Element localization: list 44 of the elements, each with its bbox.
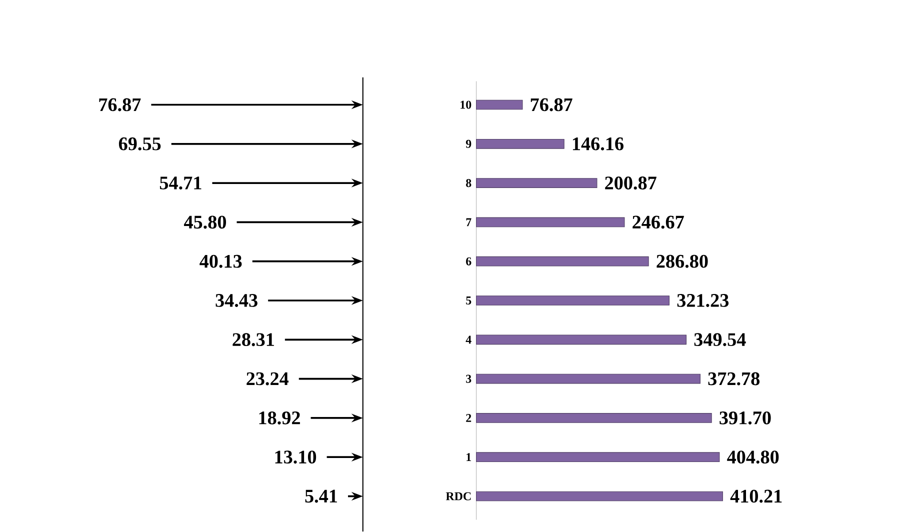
bar xyxy=(476,217,625,228)
data-label: 45.80 xyxy=(184,216,226,229)
y-tick-label: 10 xyxy=(460,100,472,109)
data-label: 28.31 xyxy=(232,333,274,346)
data-label: 76.87 xyxy=(530,98,572,112)
data-label: 286.80 xyxy=(656,254,708,268)
data-label: 18.92 xyxy=(259,411,300,424)
bar xyxy=(476,452,720,462)
data-label: 404.80 xyxy=(727,450,779,464)
bar xyxy=(476,334,687,345)
y-tick-label: 5 xyxy=(466,296,472,304)
data-label: 5.41 xyxy=(305,490,337,503)
bar xyxy=(476,100,523,110)
data-label: 372.78 xyxy=(708,372,760,386)
y-tick-label: 1 xyxy=(466,453,471,462)
bar xyxy=(476,413,712,423)
data-label: 146.16 xyxy=(572,137,624,150)
data-label: 69.55 xyxy=(118,137,161,150)
y-tick-label: 2 xyxy=(466,414,472,422)
data-label: 410.21 xyxy=(730,490,782,503)
bar xyxy=(476,296,670,306)
data-label: 23.24 xyxy=(246,372,289,386)
data-label: 76.87 xyxy=(99,98,141,112)
bar xyxy=(476,374,700,384)
data-label: 321.23 xyxy=(677,294,729,307)
data-label: 54.71 xyxy=(160,176,202,190)
y-tick-label: 6 xyxy=(466,257,472,266)
data-label: 391.70 xyxy=(720,411,771,424)
bar xyxy=(476,256,649,266)
bar xyxy=(476,138,564,149)
y-tick-label: 4 xyxy=(466,336,472,344)
y-tick-label: 3 xyxy=(466,374,472,383)
y-tick-label: 7 xyxy=(466,218,472,226)
data-label: 40.13 xyxy=(200,254,242,268)
bar xyxy=(476,178,598,188)
data-label: 34.43 xyxy=(216,294,258,307)
bar xyxy=(476,491,723,502)
y-tick-label: RDC xyxy=(446,492,471,500)
y-tick-label: 9 xyxy=(466,140,472,148)
data-label: 246.67 xyxy=(632,216,684,229)
data-label: 13.10 xyxy=(275,450,316,464)
y-tick-label: 8 xyxy=(466,179,472,188)
data-label: 200.87 xyxy=(605,176,656,190)
data-label: 349.54 xyxy=(694,333,746,346)
